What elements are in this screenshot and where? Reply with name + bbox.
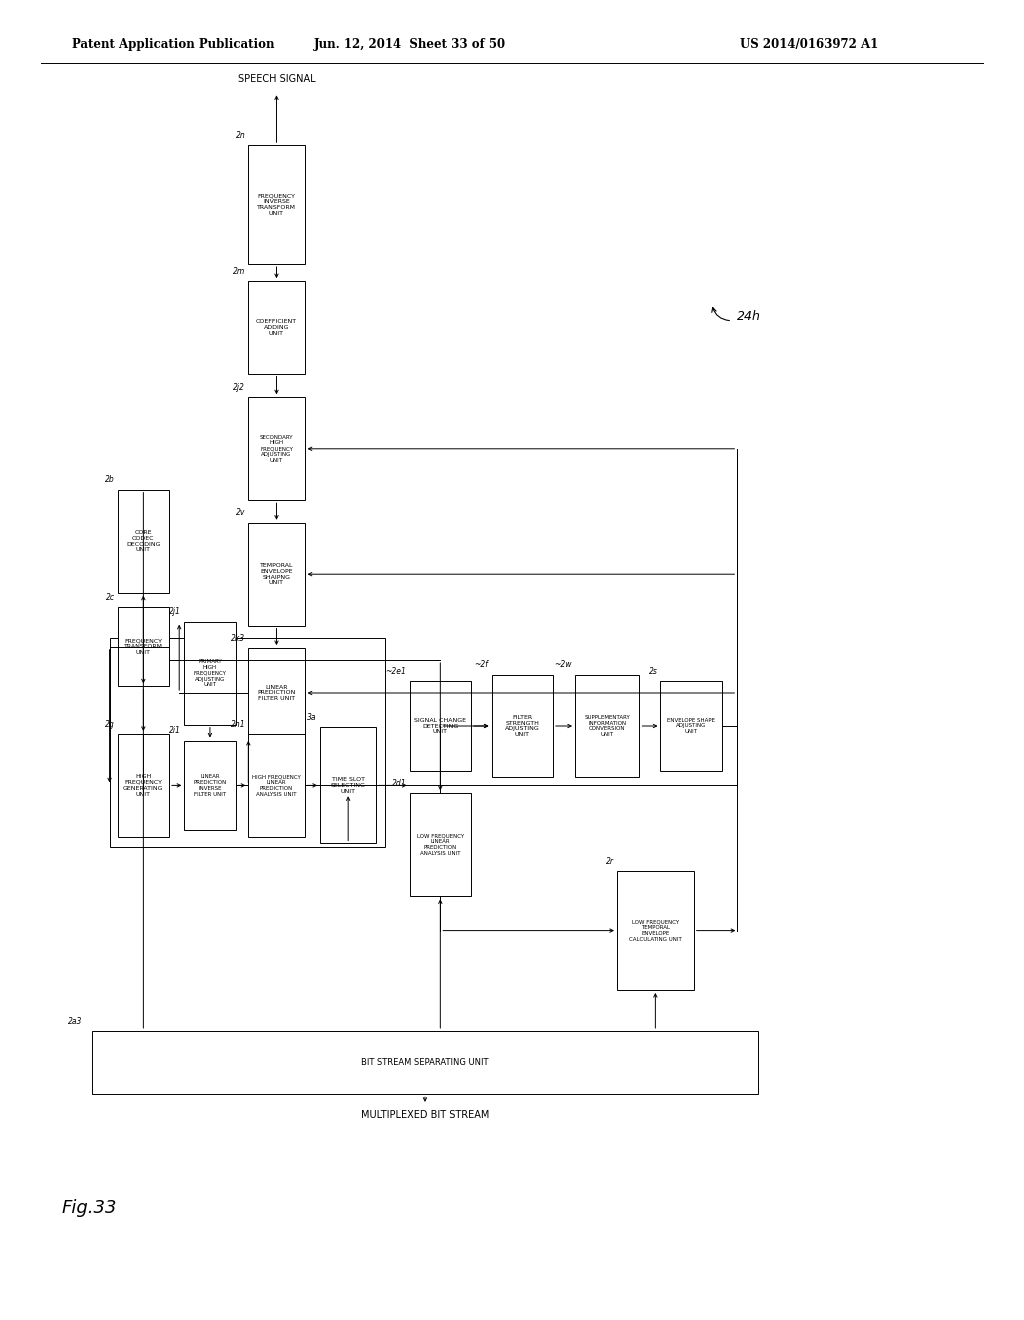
Text: 3a: 3a <box>307 713 317 722</box>
Text: ~2f: ~2f <box>474 660 488 669</box>
FancyBboxPatch shape <box>118 734 169 837</box>
FancyBboxPatch shape <box>575 675 639 777</box>
Text: LOW FREQUENCY
TEMPORAL
ENVELOPE
CALCULATING UNIT: LOW FREQUENCY TEMPORAL ENVELOPE CALCULAT… <box>629 920 682 941</box>
FancyBboxPatch shape <box>249 281 305 374</box>
Text: 2j2: 2j2 <box>233 383 246 392</box>
FancyBboxPatch shape <box>319 727 377 843</box>
Text: MULTIPLEXED BIT STREAM: MULTIPLEXED BIT STREAM <box>360 1110 489 1121</box>
Text: SECONDARY
HIGH
FREQUENCY
ADJUSTING
UNIT: SECONDARY HIGH FREQUENCY ADJUSTING UNIT <box>260 434 293 463</box>
Text: LOW FREQUENCY
LINEAR
PREDICTION
ANALYSIS UNIT: LOW FREQUENCY LINEAR PREDICTION ANALYSIS… <box>417 834 464 855</box>
FancyBboxPatch shape <box>249 397 305 500</box>
Text: Jun. 12, 2014  Sheet 33 of 50: Jun. 12, 2014 Sheet 33 of 50 <box>313 38 506 51</box>
FancyBboxPatch shape <box>660 681 722 771</box>
Text: SIGNAL CHANGE
DETECTING
UNIT: SIGNAL CHANGE DETECTING UNIT <box>415 718 466 734</box>
Text: TEMPORAL
ENVELOPE
SHAIPNG
UNIT: TEMPORAL ENVELOPE SHAIPNG UNIT <box>260 564 293 585</box>
Text: 2j1: 2j1 <box>169 607 181 616</box>
FancyBboxPatch shape <box>410 793 471 896</box>
Text: 2r: 2r <box>606 857 614 866</box>
FancyBboxPatch shape <box>492 675 553 777</box>
Text: PRIMARY
HIGH
FREQUENCY
ADJUSTING
UNIT: PRIMARY HIGH FREQUENCY ADJUSTING UNIT <box>194 659 226 688</box>
FancyBboxPatch shape <box>249 145 305 264</box>
Text: SPEECH SIGNAL: SPEECH SIGNAL <box>238 74 315 84</box>
FancyBboxPatch shape <box>249 734 305 837</box>
Text: 2i1: 2i1 <box>169 726 181 735</box>
Text: 2a3: 2a3 <box>68 1016 82 1026</box>
Text: LINEAR
PREDICTION
INVERSE
FILTER UNIT: LINEAR PREDICTION INVERSE FILTER UNIT <box>194 775 226 796</box>
Text: CORE
CODEC
DECODING
UNIT: CORE CODEC DECODING UNIT <box>126 531 161 552</box>
Text: ~2w: ~2w <box>554 660 571 669</box>
FancyBboxPatch shape <box>118 607 169 686</box>
FancyBboxPatch shape <box>249 523 305 626</box>
Text: 2k3: 2k3 <box>231 634 246 643</box>
Text: 2d1: 2d1 <box>392 779 407 788</box>
Text: 2v: 2v <box>236 508 246 517</box>
Text: FILTER
STRENGTH
ADJUSTING
UNIT: FILTER STRENGTH ADJUSTING UNIT <box>505 715 540 737</box>
Text: HIGH
FREQUENCY
GENERATING
UNIT: HIGH FREQUENCY GENERATING UNIT <box>123 775 164 796</box>
Text: 2s: 2s <box>648 667 657 676</box>
FancyBboxPatch shape <box>184 741 236 830</box>
FancyBboxPatch shape <box>184 622 236 725</box>
Text: ~2e1: ~2e1 <box>386 667 407 676</box>
Text: Fig.33: Fig.33 <box>61 1199 117 1217</box>
FancyBboxPatch shape <box>92 1031 758 1094</box>
Text: 2m: 2m <box>233 267 246 276</box>
Text: TIME SLOT
SELECTING
UNIT: TIME SLOT SELECTING UNIT <box>331 777 366 793</box>
FancyBboxPatch shape <box>410 681 471 771</box>
Text: SUPPLEMENTARY
INFORMATION
CONVERSION
UNIT: SUPPLEMENTARY INFORMATION CONVERSION UNI… <box>585 715 630 737</box>
Text: FREQUENCY
INVERSE
TRANSFORM
UNIT: FREQUENCY INVERSE TRANSFORM UNIT <box>257 194 296 215</box>
FancyBboxPatch shape <box>118 490 169 593</box>
Text: Patent Application Publication: Patent Application Publication <box>72 38 274 51</box>
Text: FREQUENCY
TRANSFORM
UNIT: FREQUENCY TRANSFORM UNIT <box>124 639 163 655</box>
Text: 2c: 2c <box>105 593 115 602</box>
FancyArrowPatch shape <box>712 308 729 321</box>
Text: 2n: 2n <box>236 131 246 140</box>
Text: ENVELOPE SHAPE
ADJUSTING
UNIT: ENVELOPE SHAPE ADJUSTING UNIT <box>668 718 715 734</box>
FancyBboxPatch shape <box>249 648 305 738</box>
FancyBboxPatch shape <box>616 871 694 990</box>
Text: 2g: 2g <box>104 719 115 729</box>
Text: 24h: 24h <box>737 310 761 323</box>
Text: 2h1: 2h1 <box>230 719 246 729</box>
Text: US 2014/0163972 A1: US 2014/0163972 A1 <box>739 38 879 51</box>
Text: COEFFICIENT
ADDING
UNIT: COEFFICIENT ADDING UNIT <box>256 319 297 335</box>
Text: HIGH FREQUENCY
LINEAR
PREDICTION
ANALYSIS UNIT: HIGH FREQUENCY LINEAR PREDICTION ANALYSI… <box>252 775 301 796</box>
Text: BIT STREAM SEPARATING UNIT: BIT STREAM SEPARATING UNIT <box>361 1059 488 1067</box>
Text: 2b: 2b <box>104 475 115 484</box>
Text: LINEAR
PREDICTION
FILTER UNIT: LINEAR PREDICTION FILTER UNIT <box>257 685 296 701</box>
